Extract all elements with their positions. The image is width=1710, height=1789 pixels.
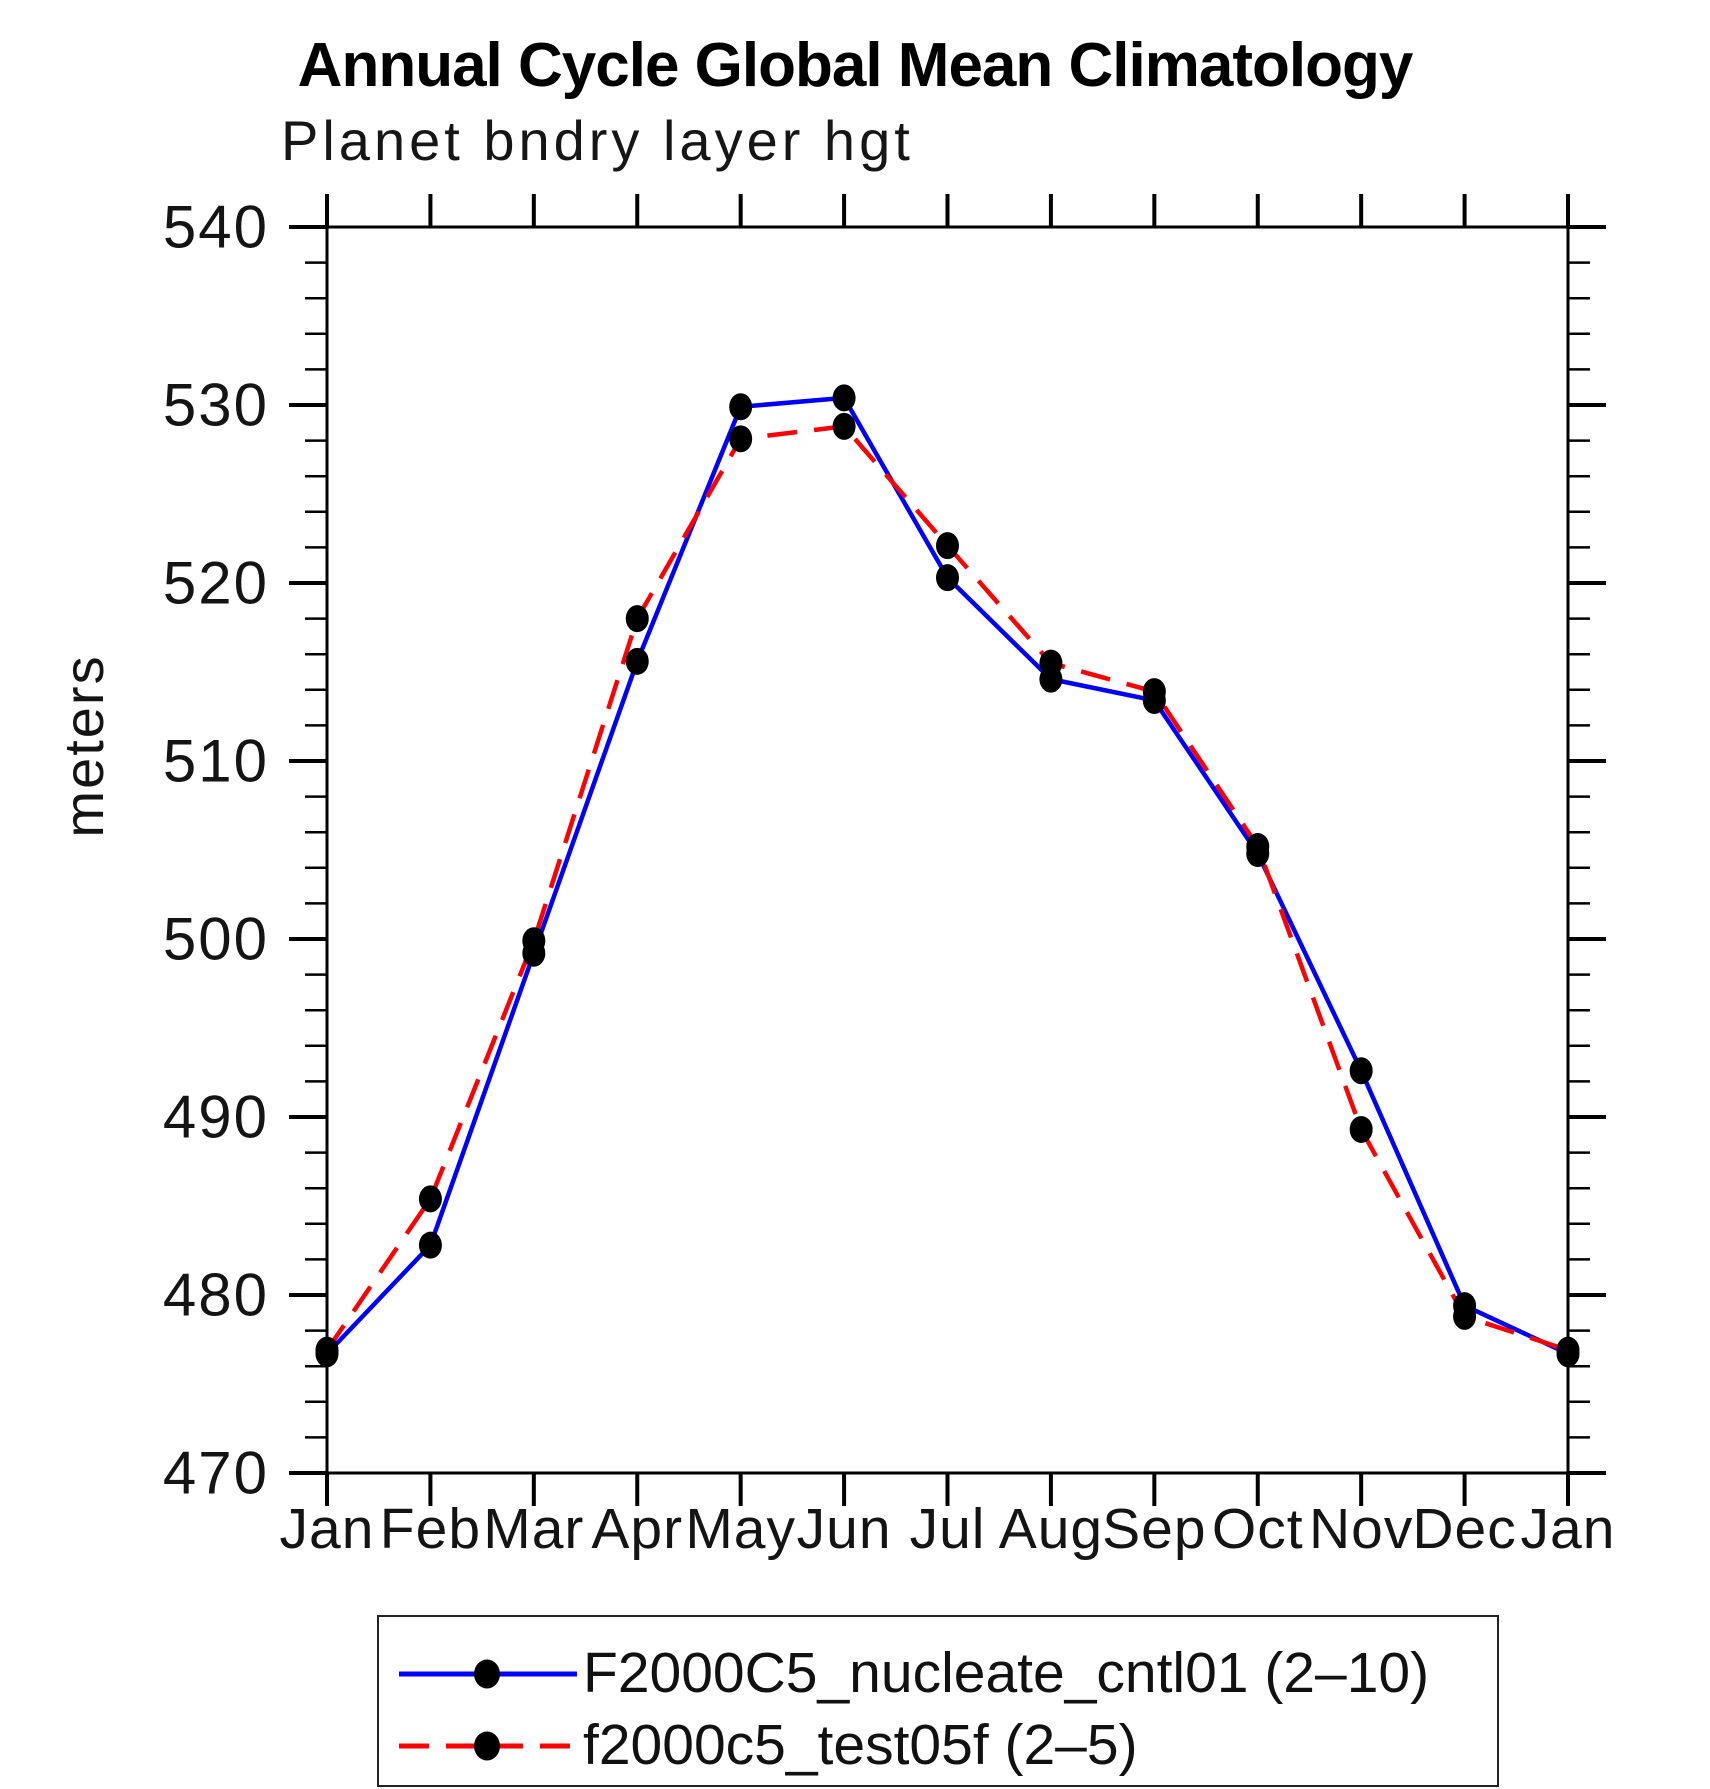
x-tick-label: May — [685, 1497, 796, 1561]
data-point-marker — [1453, 1302, 1477, 1330]
y-tick-label: 520 — [163, 550, 269, 617]
data-point-marker — [625, 605, 649, 633]
data-point-marker — [832, 412, 856, 440]
data-point-marker — [832, 384, 856, 412]
y-tick-label: 480 — [163, 1262, 269, 1329]
data-point-marker — [1556, 1336, 1580, 1364]
legend-item: f2000c5_test05f (2–5) — [389, 1717, 1138, 1774]
y-axis-label: meters — [52, 654, 115, 837]
x-tick-label: Sep — [1102, 1497, 1206, 1561]
y-tick-label: 500 — [163, 906, 269, 973]
chart-subtitle: Planet bndry layer hgt — [281, 109, 914, 172]
x-tick-label: Oct — [1212, 1497, 1304, 1561]
data-point-marker — [1349, 1057, 1373, 1085]
legend-line-sample-solid — [399, 1659, 577, 1688]
data-point-marker — [1039, 649, 1063, 677]
data-point-marker — [1246, 832, 1270, 860]
data-point-marker — [315, 1336, 339, 1364]
y-tick-label: 490 — [163, 1084, 269, 1151]
x-tick-label: Mar — [483, 1497, 584, 1561]
x-tick-label: Nov — [1309, 1497, 1413, 1561]
x-tick-label: Jan — [280, 1497, 375, 1561]
y-tick-label: 510 — [163, 728, 269, 795]
data-point-marker — [522, 927, 546, 955]
data-point-marker — [625, 647, 649, 675]
y-tick-label: 540 — [163, 194, 269, 261]
y-tick-label: 470 — [163, 1440, 269, 1507]
x-tick-label: Jan — [1521, 1497, 1616, 1561]
x-tick-label: Jul — [910, 1497, 986, 1561]
data-point-marker — [1349, 1115, 1373, 1143]
data-point-marker — [729, 425, 753, 453]
x-tick-label: Feb — [380, 1497, 481, 1561]
plot-frame — [325, 225, 1570, 1475]
x-tick-label: Jun — [797, 1497, 892, 1561]
x-tick-label: Apr — [591, 1497, 683, 1561]
legend-item: F2000C5_nucleate_cntl01 (2–10) — [389, 1645, 1429, 1702]
legend-item-label: f2000c5_test05f (2–5) — [583, 1713, 1138, 1777]
data-point-marker — [936, 532, 959, 560]
legend: F2000C5_nucleate_cntl01 (2–10) f2000c5_t… — [377, 1615, 1499, 1787]
legend-line-sample-dashed — [399, 1731, 577, 1760]
x-tick-label: Dec — [1412, 1497, 1516, 1561]
y-tick-label: 530 — [163, 372, 269, 439]
data-point-marker — [729, 393, 753, 421]
chart-title: Annual Cycle Global Mean Climatology — [297, 31, 1414, 100]
data-point-marker — [936, 564, 959, 592]
x-tick-label: Aug — [999, 1497, 1103, 1561]
legend-item-label: F2000C5_nucleate_cntl01 (2–10) — [583, 1641, 1430, 1705]
legend-marker-dot — [474, 1659, 500, 1688]
data-point-marker — [418, 1231, 442, 1259]
data-point-marker — [418, 1185, 442, 1213]
data-point-marker — [1142, 678, 1166, 706]
legend-marker-dot — [474, 1731, 500, 1760]
